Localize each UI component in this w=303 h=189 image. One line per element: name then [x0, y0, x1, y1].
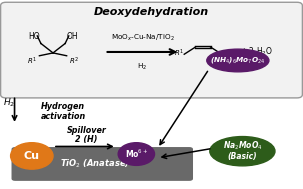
Text: TiO$_2$ (Anatase): TiO$_2$ (Anatase) [61, 158, 130, 170]
Ellipse shape [207, 49, 269, 72]
Text: Spillover: Spillover [66, 126, 106, 135]
Text: activation: activation [41, 112, 86, 121]
Text: (NH$_4$)$_6$Mo$_7$O$_{24}$: (NH$_4$)$_6$Mo$_7$O$_{24}$ [210, 56, 266, 65]
Text: MoO$_x$-Cu-Na/TiO$_2$: MoO$_x$-Cu-Na/TiO$_2$ [111, 32, 174, 43]
Text: + 2 H$_2$O: + 2 H$_2$O [239, 46, 273, 58]
Text: $R^1$: $R^1$ [28, 55, 37, 67]
Text: Deoxydehydration: Deoxydehydration [94, 7, 209, 17]
Ellipse shape [210, 136, 275, 166]
Circle shape [118, 143, 155, 165]
FancyBboxPatch shape [1, 2, 302, 98]
Text: $H_2$: $H_2$ [3, 96, 15, 109]
FancyBboxPatch shape [12, 147, 193, 181]
Text: Na$_2$MoO$_4$: Na$_2$MoO$_4$ [222, 140, 262, 152]
Text: Mo$^{6+}$: Mo$^{6+}$ [125, 148, 148, 160]
Text: HO: HO [28, 32, 39, 41]
Text: H$_2$: H$_2$ [137, 61, 148, 72]
Text: Hydrogen: Hydrogen [41, 102, 85, 111]
Text: Cu: Cu [24, 151, 40, 161]
Circle shape [11, 143, 53, 169]
Text: (Basic): (Basic) [228, 152, 257, 161]
Text: $R^2$: $R^2$ [69, 55, 78, 67]
Text: $R^2$: $R^2$ [222, 48, 232, 59]
Text: $R^1$: $R^1$ [174, 48, 184, 59]
Text: 2 (H): 2 (H) [75, 135, 98, 144]
Text: OH: OH [67, 32, 78, 41]
